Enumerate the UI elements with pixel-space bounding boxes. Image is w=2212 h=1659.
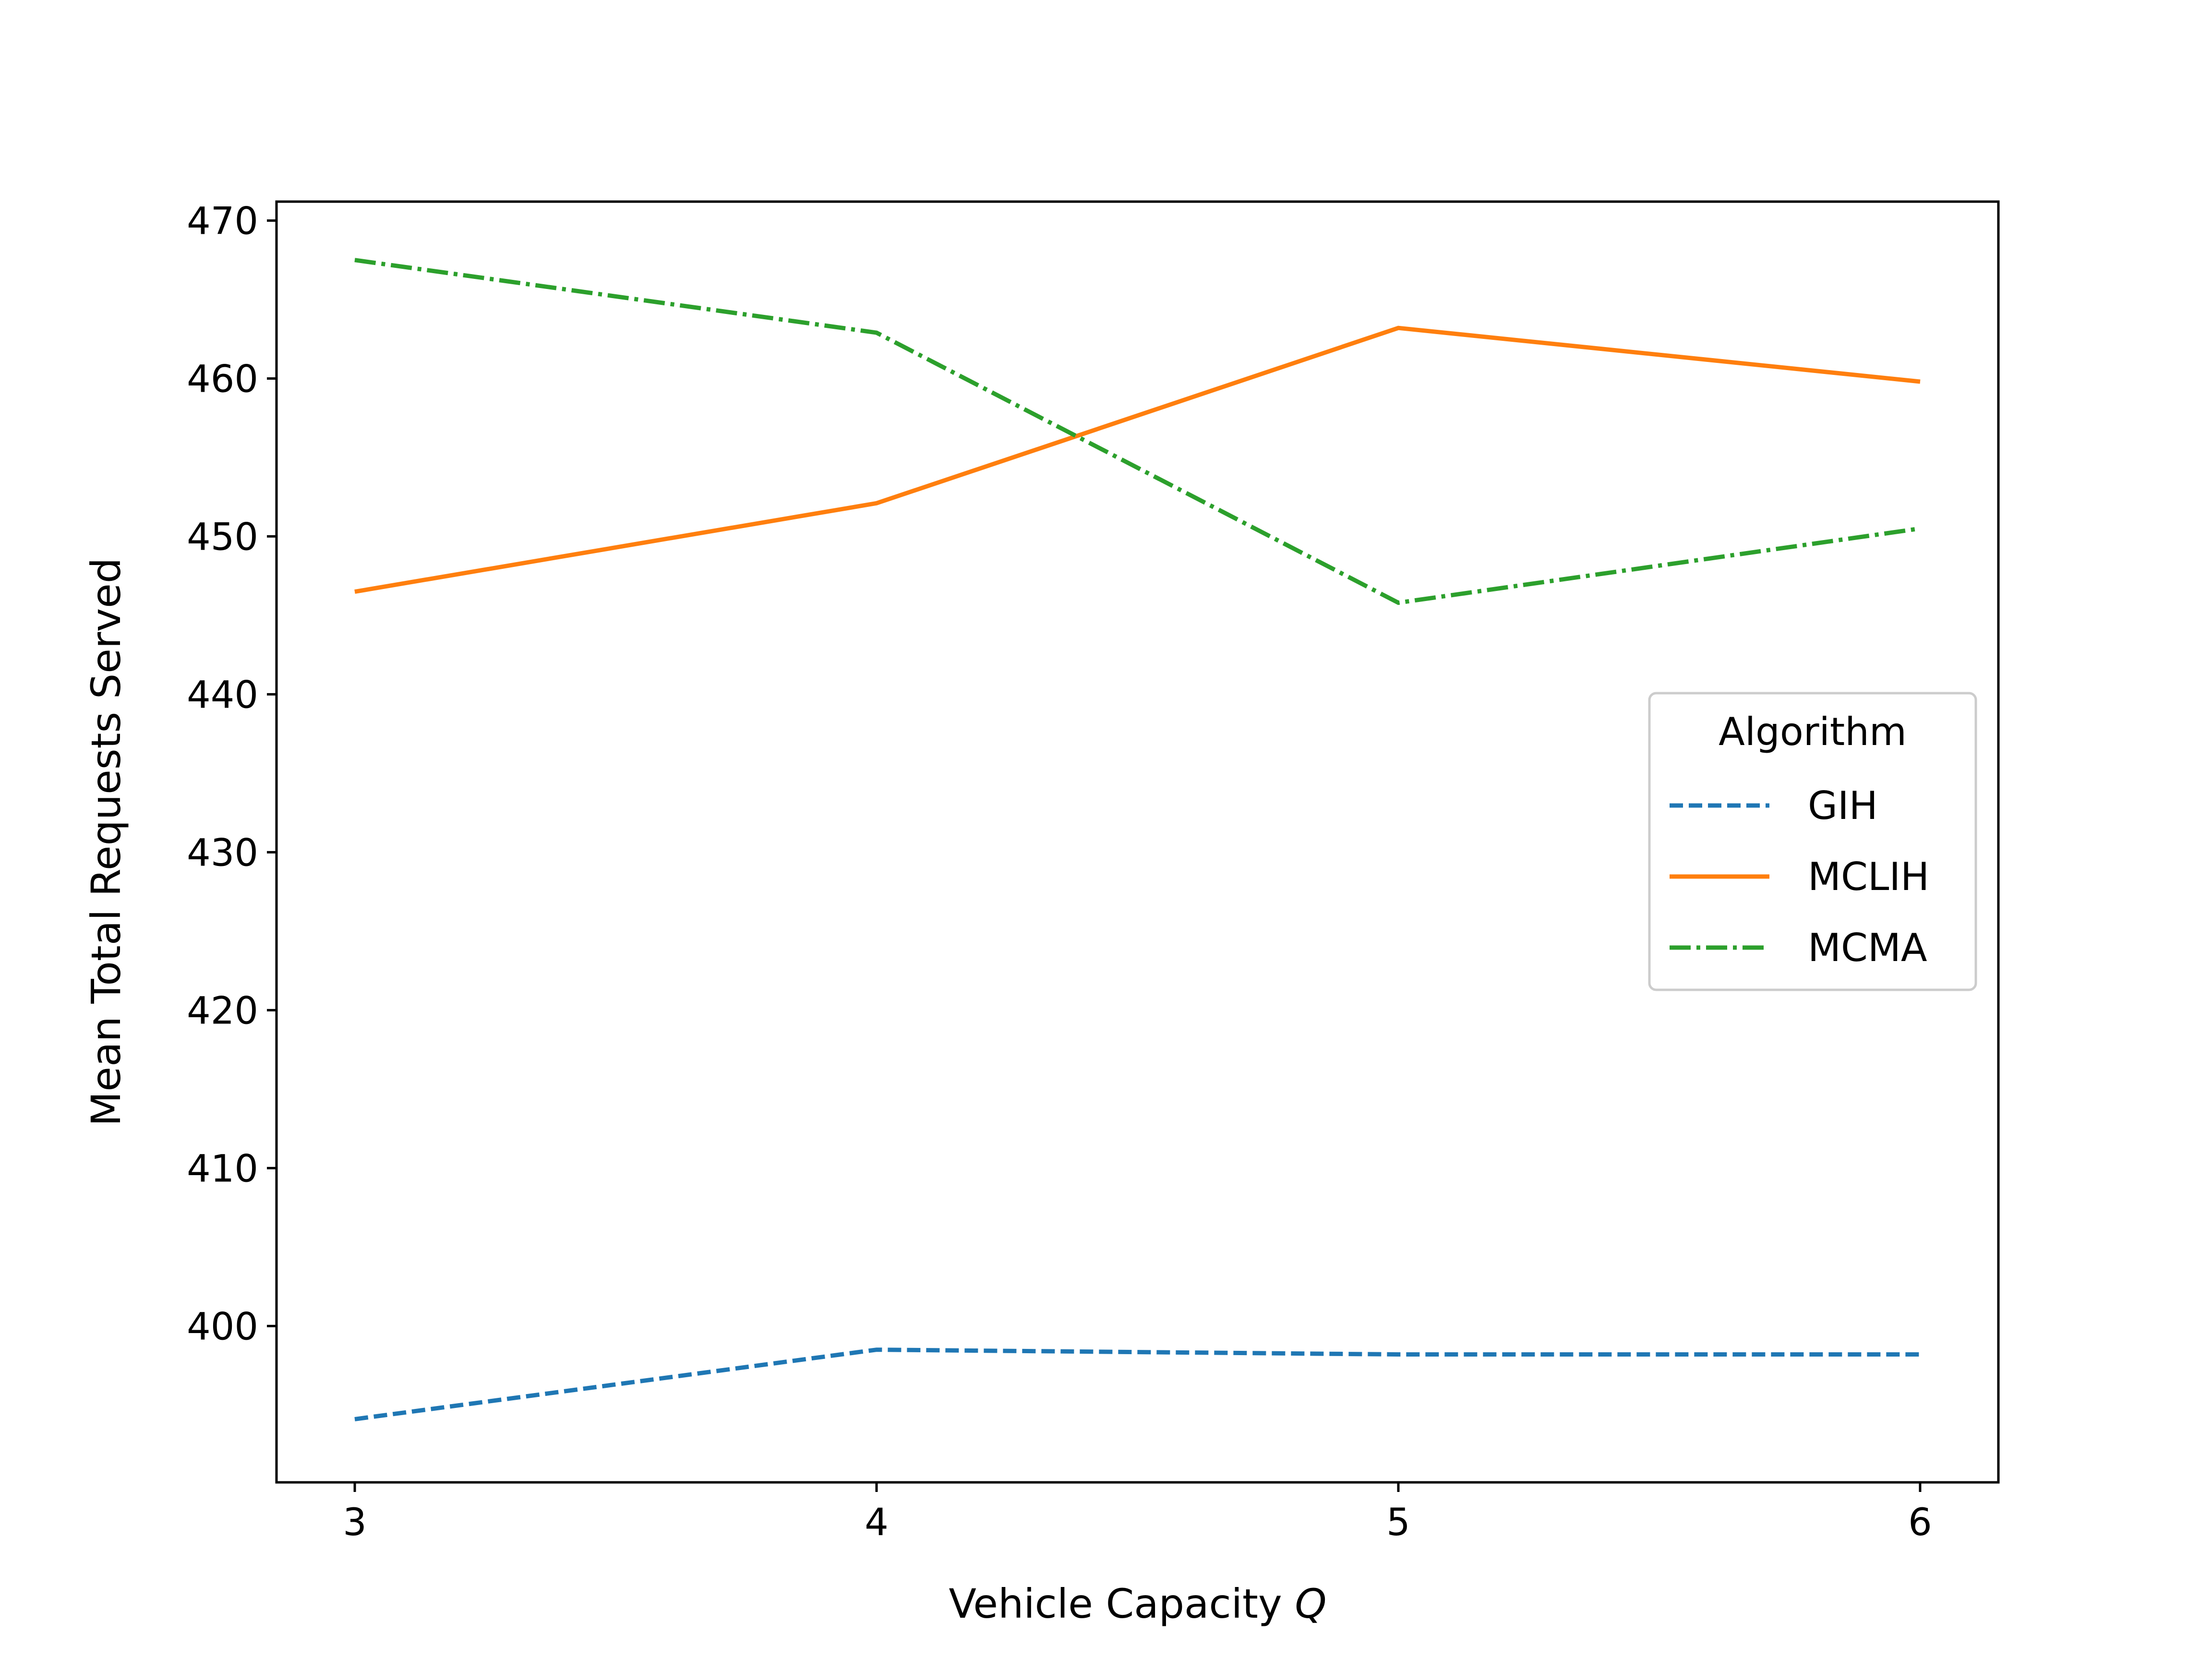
x-tick-label: 6	[1908, 1501, 1932, 1544]
legend-label-gih: GIH	[1808, 783, 1878, 828]
y-tick-label: 440	[187, 673, 258, 717]
y-tick-label: 400	[187, 1305, 258, 1348]
series-line-mcma	[354, 258, 1921, 605]
y-tick-label: 410	[187, 1147, 258, 1190]
x-tick-label: 4	[865, 1501, 889, 1544]
x-tick-label: 3	[343, 1501, 367, 1544]
series-line-mclih	[354, 325, 1921, 594]
legend-box	[1648, 692, 1977, 991]
y-tick-label: 420	[187, 989, 258, 1033]
x-axis: 3 4 5 6	[343, 1482, 1932, 1544]
axes-frame	[275, 200, 2000, 1484]
y-tick-label: 460	[187, 358, 258, 401]
y-axis: 400 410 420 430 440 450 460 470	[187, 200, 276, 1348]
y-tick-label: 430	[187, 831, 258, 875]
legend-label-mclih: MCLIH	[1808, 854, 1929, 899]
x-axis-label: Vehicle Capacity Q	[949, 1580, 1326, 1627]
legend-items: GIH MCLIH MCMA	[1670, 783, 1929, 970]
legend-label-mcma: MCMA	[1808, 926, 1927, 970]
x-tick-label: 5	[1386, 1501, 1410, 1544]
series-layer	[354, 258, 1921, 1421]
y-tick-label: 470	[187, 200, 258, 243]
legend: Algorithm GIH MCLIH MCMA	[1648, 692, 1977, 991]
legend-title: Algorithm	[1719, 709, 1907, 754]
y-tick-label: 450	[187, 516, 258, 559]
y-axis-label: Mean Total Requests Served	[83, 558, 130, 1126]
series-line-gih	[354, 1347, 1920, 1421]
